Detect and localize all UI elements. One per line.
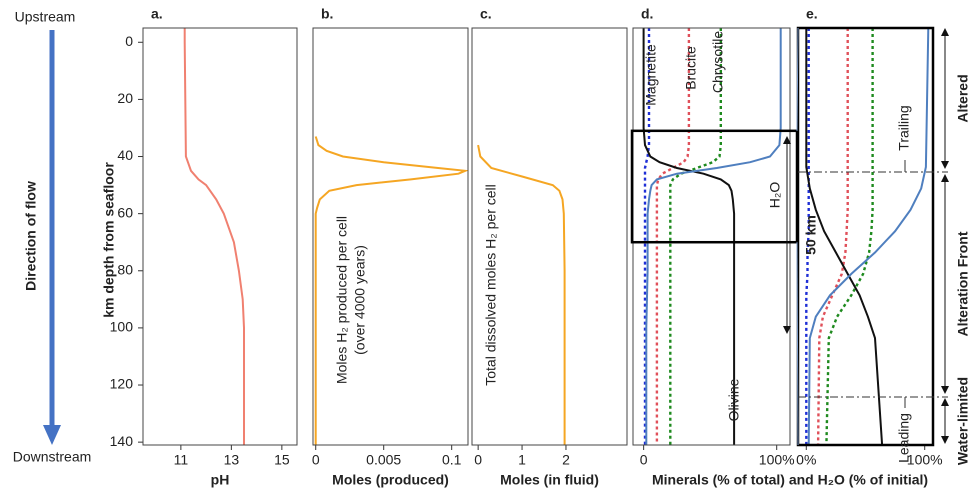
panel-frame xyxy=(312,27,469,446)
y-tick-label: 140 xyxy=(110,433,134,449)
profile-line xyxy=(314,136,468,445)
profile-line xyxy=(805,28,884,445)
series-label: Chrysotile xyxy=(710,31,726,93)
x-tick-label: 100% xyxy=(907,452,943,468)
x-axis-label: Moles (in fluid) xyxy=(500,472,599,488)
panel-title: a. xyxy=(151,6,163,22)
zoom-connector xyxy=(796,242,799,446)
downstream-label: Downstream xyxy=(13,449,92,465)
profile-line xyxy=(825,28,874,445)
x-tick-label: 11 xyxy=(174,452,189,468)
panel-title: e. xyxy=(806,6,818,22)
upstream-label: Upstream xyxy=(15,9,76,25)
x-axis-label: pH xyxy=(211,472,230,488)
panel-frame xyxy=(471,27,628,446)
inner-label: (over 4000 years) xyxy=(352,245,368,355)
y-tick-label: 80 xyxy=(117,261,133,277)
flow-label: Direction of flow xyxy=(23,181,39,291)
panel-frame xyxy=(142,27,298,446)
profile-line xyxy=(183,28,245,445)
flow-arrow-head xyxy=(43,425,61,445)
x-tick-label: 100% xyxy=(759,452,795,468)
series-label: Brucite xyxy=(683,46,699,90)
y-tick-label: 120 xyxy=(110,376,134,392)
x-tick-label: 0 xyxy=(640,452,648,468)
x-tick-label: 13 xyxy=(224,452,240,468)
x-tick-label: 0.1 xyxy=(442,452,462,468)
inner-label: Total dissolved moles H₂ per cell xyxy=(483,184,499,386)
profile-line xyxy=(807,28,930,445)
inner-label: Moles H₂ produced per cell xyxy=(334,216,350,384)
profile-line xyxy=(805,28,810,445)
x-axis-label: Minerals (% of total) and H₂O (% of init… xyxy=(652,472,928,488)
x-tick-label: 0 xyxy=(312,452,320,468)
profile-line xyxy=(669,28,722,445)
zoom-box xyxy=(630,129,799,244)
zone-label: Water-limited xyxy=(955,377,971,465)
panel-title: d. xyxy=(641,6,653,22)
y-tick-label: 60 xyxy=(117,204,133,220)
panel-title: b. xyxy=(321,6,333,22)
x-tick-label: 0% xyxy=(796,452,816,468)
series-label: Olivine xyxy=(726,378,742,421)
y-tick-label: 40 xyxy=(117,147,133,163)
panel-title: c. xyxy=(480,6,492,22)
series-label: Magnetite xyxy=(643,44,659,106)
x-axis-label: Moles (produced) xyxy=(332,472,449,488)
x-tick-label: 2 xyxy=(562,452,570,468)
series-label: H₂O xyxy=(767,182,783,209)
x-tick-label: 1 xyxy=(518,452,526,468)
span-label: 50 km xyxy=(803,215,819,255)
zoom-connector xyxy=(796,27,799,131)
profile-line xyxy=(643,28,651,445)
y-tick-label: 20 xyxy=(117,90,133,106)
zone-label: Alteration Front xyxy=(955,231,971,336)
profile-line xyxy=(816,28,849,445)
profile-line xyxy=(477,144,566,445)
x-tick-label: 0 xyxy=(474,452,482,468)
leading-label: Leading xyxy=(896,413,912,463)
x-tick-label: 15 xyxy=(274,452,290,468)
zone-label: Altered xyxy=(955,74,971,122)
y-tick-label: 0 xyxy=(125,33,133,49)
y-axis-label: km depth from seafloor xyxy=(101,162,117,318)
trailing-label: Trailing xyxy=(896,105,912,150)
x-tick-label: 0.005 xyxy=(366,452,401,468)
y-tick-label: 100 xyxy=(110,319,134,335)
